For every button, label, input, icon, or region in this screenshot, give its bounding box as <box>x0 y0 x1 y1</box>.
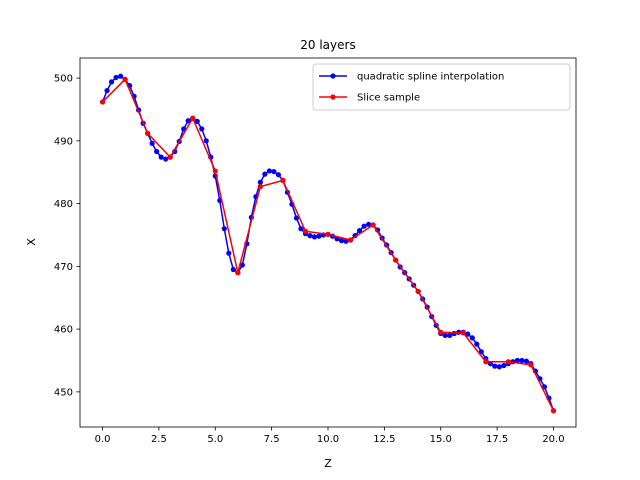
y-tick-label: 480 <box>54 199 73 210</box>
legend-box <box>312 63 571 111</box>
y-tick-label: 460 <box>54 325 73 336</box>
y-tick-label: 500 <box>54 74 73 85</box>
data-point <box>474 341 480 347</box>
data-point <box>550 408 557 414</box>
data-point <box>257 184 263 190</box>
data-point <box>316 233 322 239</box>
x-tick-label: 12.5 <box>373 434 395 445</box>
data-point <box>519 357 525 364</box>
x-tick-label: 7.5 <box>264 434 280 445</box>
data-point <box>158 154 164 160</box>
data-point <box>154 148 160 155</box>
data-point <box>460 330 466 336</box>
legend: quadratic spline interpolation Slice samp… <box>312 63 571 111</box>
data-point <box>122 76 128 82</box>
data-point <box>266 168 272 174</box>
data-point <box>496 364 502 370</box>
data-point <box>438 329 444 335</box>
data-point <box>275 172 281 178</box>
data-point <box>483 359 489 365</box>
x-tick-label: 0.0 <box>95 434 111 445</box>
plot-area: 0.0 2.5 5.0 7.5 10.0 12.5 15.0 17.5 20.0 450 460 47… <box>54 57 577 445</box>
data-point <box>501 362 507 369</box>
data-point <box>302 228 309 234</box>
legend-marker-0 <box>330 73 336 79</box>
data-point <box>199 126 205 132</box>
data-point <box>194 118 200 124</box>
data-point <box>361 223 367 229</box>
legend-label-1: Slice sample <box>357 93 420 104</box>
data-point <box>469 335 475 341</box>
data-point <box>262 171 268 177</box>
x-tick-label: 15.0 <box>430 434 452 445</box>
data-point <box>325 231 331 237</box>
data-point <box>271 168 277 175</box>
data-point <box>311 234 318 240</box>
series-1 <box>99 76 557 414</box>
data-point <box>190 115 196 121</box>
x-tick-label: 5.0 <box>207 434 223 445</box>
data-point <box>465 331 471 337</box>
data-point <box>221 226 227 232</box>
legend-marker-1 <box>330 94 336 100</box>
data-point <box>415 288 421 295</box>
data-point <box>447 332 453 338</box>
data-point <box>226 250 232 256</box>
legend-label-0: quadratic spline interpolation <box>357 72 504 83</box>
data-point <box>523 358 530 364</box>
x-tick-label: 17.5 <box>486 434 508 445</box>
data-point <box>307 233 313 239</box>
data-point <box>293 215 300 221</box>
data-point <box>356 227 363 234</box>
y-tick-label: 490 <box>54 136 73 147</box>
data-point <box>528 362 534 368</box>
data-point <box>149 140 155 146</box>
data-point <box>478 349 484 355</box>
data-point <box>167 154 173 160</box>
data-point <box>257 179 263 185</box>
x-tick-label: 10.0 <box>317 434 339 445</box>
data-point <box>505 359 511 365</box>
chart-title: 20 layers <box>300 38 355 52</box>
data-point <box>393 257 399 263</box>
y-axis-title: X <box>25 238 38 246</box>
data-point <box>108 79 115 85</box>
data-point <box>212 168 218 174</box>
data-point <box>347 237 354 243</box>
data-point <box>280 177 286 183</box>
x-tick-label: 20.0 <box>542 434 564 445</box>
data-point <box>117 73 124 79</box>
data-point <box>451 330 457 337</box>
data-point <box>239 262 245 268</box>
data-point <box>298 226 304 232</box>
x-tick-label: 2.5 <box>151 434 167 445</box>
y-tick-label: 470 <box>54 262 73 273</box>
data-point <box>338 238 345 244</box>
data-point <box>163 156 169 162</box>
data-point <box>514 357 520 364</box>
data-point <box>365 221 372 227</box>
x-axis-title: Z <box>324 457 332 470</box>
y-tick-label: 450 <box>54 387 73 398</box>
data-point <box>203 138 209 144</box>
data-point <box>442 332 448 338</box>
data-point <box>113 74 119 81</box>
data-point <box>99 99 106 105</box>
data-point <box>230 266 236 273</box>
data-point <box>104 88 110 94</box>
data-point <box>370 222 376 228</box>
data-point <box>235 270 241 276</box>
data-point <box>185 118 191 124</box>
data-point <box>145 130 151 136</box>
data-point <box>492 363 498 369</box>
